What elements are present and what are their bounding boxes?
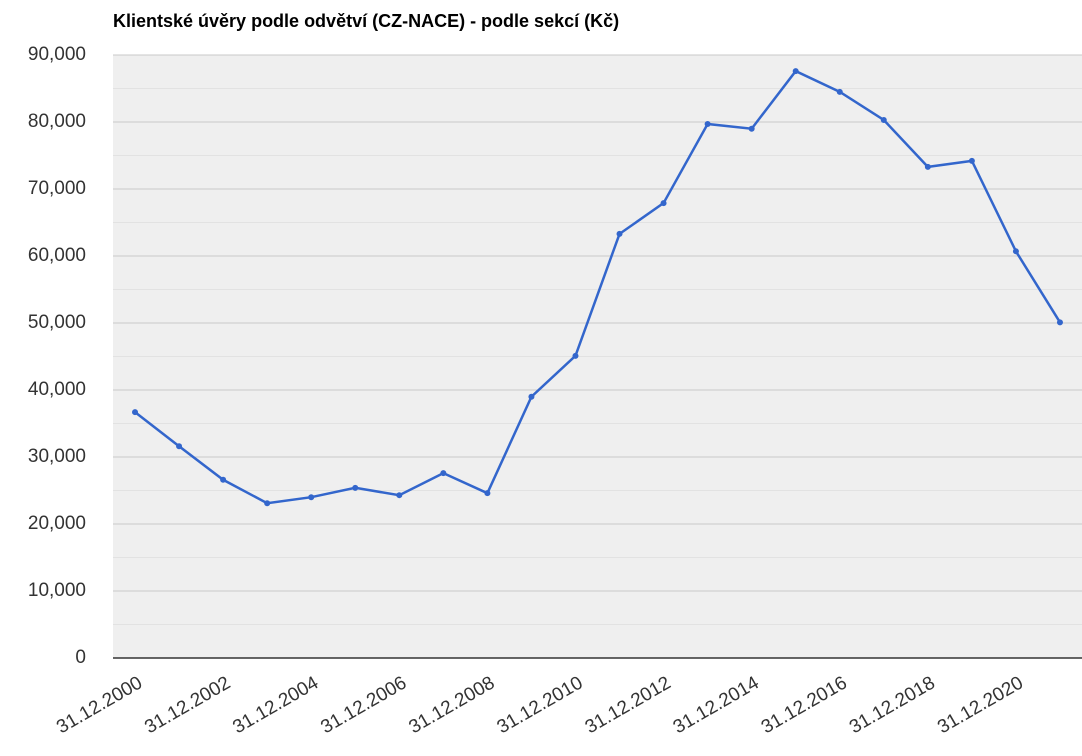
y-tick-label: 70,000 [28,178,86,199]
point [616,230,623,237]
line [134,69,1062,505]
y-tick-label: 50,000 [28,312,86,333]
y-tick-label: 90,000 [28,44,86,65]
x-tick-label: 31.12.2000 [53,672,146,738]
point [572,352,579,359]
point [748,125,755,132]
x-tick-label: 31.12.2004 [229,672,322,738]
point [1012,248,1019,255]
point [704,121,711,128]
x-tick-label: 31.12.2018 [846,672,939,738]
point [792,68,799,75]
point [440,470,447,477]
x-tick-label: 31.12.2006 [317,672,410,738]
point [484,490,491,497]
y-tick-label: 80,000 [28,111,86,132]
y-tick-label: 40,000 [28,379,86,400]
point [352,484,359,491]
chart-title: Klientské úvěry podle odvětví (CZ-NACE) … [113,11,619,31]
point [528,393,535,400]
point [176,443,183,450]
y-tick-label: 0 [75,647,86,668]
point [924,163,931,170]
x-tick-label: 31.12.2002 [141,672,234,738]
x-tick-label: 31.12.2008 [406,672,499,738]
y-tick-label: 30,000 [28,446,86,467]
point [308,494,315,501]
y-tick-label: 10,000 [28,580,86,601]
point [880,116,887,123]
point [220,476,227,483]
point [660,200,667,207]
x-tick-label: 31.12.2014 [670,672,763,738]
x-tick-label: 31.12.2016 [758,672,851,738]
y-tick-label: 20,000 [28,513,86,534]
point [836,88,843,95]
point [968,157,975,164]
point [264,500,271,507]
point [396,492,403,499]
x-tick-label: 31.12.2020 [934,672,1027,738]
point [1056,319,1063,326]
point [132,409,139,416]
y-tick-label: 60,000 [28,245,86,266]
x-tick-label: 31.12.2010 [494,672,587,738]
x-tick-label: 31.12.2012 [582,672,675,738]
